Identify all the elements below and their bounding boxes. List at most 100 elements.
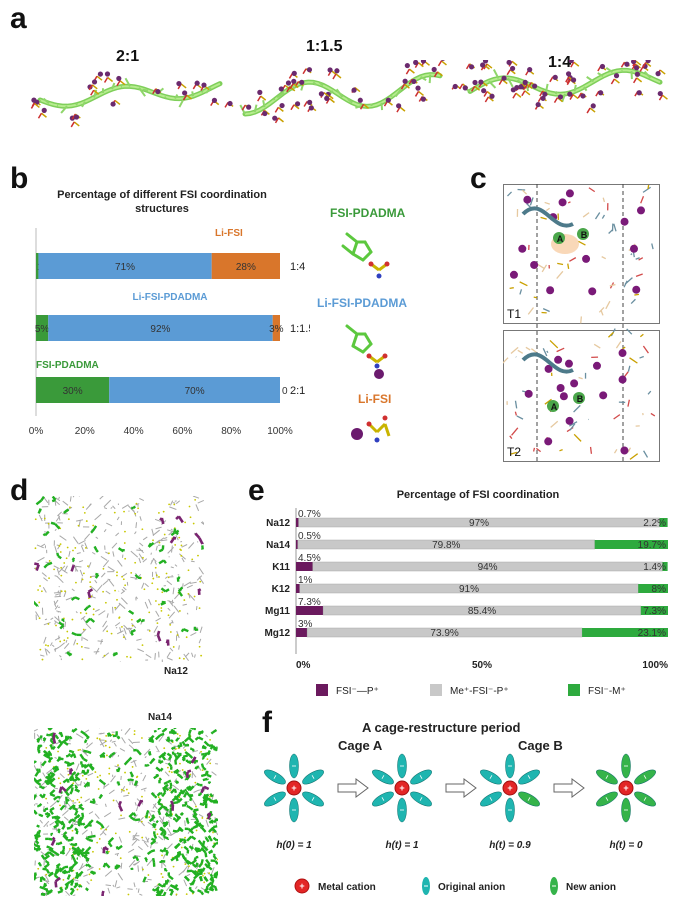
x-tick-20%: 20% (75, 426, 95, 437)
snapshot-t1 (503, 184, 660, 324)
bar-label-FSI⁻-M⁺-K11: 1.4% (643, 562, 666, 573)
bar-label-FSI⁻—P⁺-Mg11: 7.3% (298, 597, 321, 608)
legend-text-fsi-p: FSI⁻—P⁺ (336, 686, 379, 697)
h-label-1: h(t) = 1 (385, 840, 418, 851)
svg-text:+: + (291, 783, 296, 793)
bar-label-li-fsi-1:4: 28% (236, 262, 256, 273)
bar-label-Me⁺-FSI⁻-P⁺-Mg11: 85.4% (468, 606, 496, 617)
arrow-3 (553, 778, 585, 798)
bar-label-Me⁺-FSI⁻-P⁺-Na12: 97% (469, 518, 489, 529)
cage-restructure-diagram: + + + + h(0) = 1 h(t) = 1 h(t) = 0.9 h(t) = 0 … (264, 753, 656, 895)
legend-swatch-fsi-p (316, 684, 328, 696)
x-tick-0%: 0% (29, 426, 44, 437)
h-label-3: h(t) = 0 (609, 840, 642, 851)
bar-FSI⁻-M⁺-Mg12 (582, 628, 668, 637)
panel-f-title: A cage-restructure period (362, 720, 521, 735)
bar-FSI⁻—P⁺-Mg12 (296, 628, 308, 637)
bar-li-fsi-pdadma-2:1 (109, 377, 280, 403)
x-tick-80%: 80% (221, 426, 241, 437)
bar-label-FSI⁻—P⁺-K11: 4.5% (298, 553, 321, 564)
x-tick-40%: 40% (124, 426, 144, 437)
bar-label-Me⁺-FSI⁻-P⁺-K12: 91% (459, 584, 479, 595)
h-label-2: h(t) = 0.9 (489, 840, 531, 851)
panel-label-f: f (262, 706, 272, 739)
category-label-Mg11: Mg11 (265, 606, 290, 617)
chart-e-title: Percentage of FSI coordination (397, 489, 560, 501)
panel-label-b: b (10, 162, 29, 195)
legend-swatch-fsi-m (568, 684, 580, 696)
legend-text-me-fsi-p: Me⁺-FSI⁻-P⁺ (450, 686, 509, 697)
bar-fsi-pdadma-2:1 (36, 377, 110, 403)
series-label-li-fsi-pdadma: Li-FSI-PDADMA (133, 292, 208, 303)
fsi-pdadma-structure (341, 232, 390, 279)
panel-label-d: d (10, 474, 29, 507)
bar-label-FSI⁻—P⁺-Na12: 0.7% (298, 509, 321, 520)
panel-label-c: c (470, 162, 487, 195)
series-label-li-fsi: Li-FSI (215, 228, 243, 239)
bar-FSI⁻-M⁺-Mg11 (640, 606, 668, 615)
bar-label-li-fsi-pdadma-1:4: 71% (115, 262, 135, 273)
metal-cation-3 (618, 780, 634, 796)
bar-label-Me⁺-FSI⁻-P⁺-Mg12: 73.9% (430, 628, 458, 639)
legend-li-fsi: Li-FSI (358, 392, 392, 406)
polymer-chain-2-1 (30, 71, 234, 128)
legend-new-anion: New anion (566, 882, 616, 893)
bar-label-FSI⁻-M⁺-Na14: 19.7% (638, 540, 666, 551)
bar-FSI⁻-M⁺-Na12 (659, 518, 668, 527)
x-tick-0%: 0% (296, 660, 311, 671)
chart-e-legend: FSI⁻—P⁺ Me⁺-FSI⁻-P⁺ FSI⁻-M⁺ (316, 684, 626, 697)
bar-label-FSI⁻—P⁺-Mg12: 3% (298, 619, 313, 630)
bar-FSI⁻—P⁺-K12 (296, 584, 300, 593)
panel-label-e: e (248, 474, 265, 507)
snapshot-na14 (34, 728, 218, 896)
bar-FSI⁻-M⁺-Na14 (594, 540, 668, 549)
panel-f-legend: + Metal cation Original anion New anion (294, 877, 616, 895)
snapshot-t2 (503, 330, 660, 462)
polymer-snapshots (30, 60, 668, 128)
bar-label-li-fsi-2:1: 0 (282, 386, 288, 397)
chart-title-line1: Percentage of different FSI coordination (57, 189, 267, 201)
panel-label-a: a (10, 2, 27, 35)
bar-FSI⁻-M⁺-K12 (638, 584, 668, 593)
metal-cation-1 (394, 780, 410, 796)
bar-label-FSI⁻—P⁺-Na14: 0.5% (298, 531, 321, 542)
bar-FSI⁻-M⁺-K11 (662, 562, 668, 571)
chart-title-line2: structures (135, 203, 189, 215)
li-fsi-structure (351, 415, 391, 443)
svg-text:+: + (507, 783, 512, 793)
x-tick-100%: 100% (642, 660, 668, 671)
cage-c-label-b1: B (581, 230, 588, 240)
legend-fsi-pdadma: FSI-PDADMA (330, 206, 406, 220)
bar-fsi-pdadma-1:1.5 (36, 315, 49, 341)
ratio-label-2-1: 2:1 (116, 48, 140, 65)
legend-metal-cation-icon (294, 878, 310, 894)
svg-text:+: + (299, 881, 304, 891)
bar-label-li-fsi-pdadma-2:1: 70% (185, 386, 205, 397)
li-fsi-pdadma-structure (345, 324, 388, 379)
label-t1: T1 (507, 307, 521, 321)
label-cage-b: Cage B (518, 738, 563, 753)
fsi-coordination-chart: Percentage of FSI coordination 0.7% 97% 2.… (264, 489, 668, 697)
cage-c-label-a2: A (551, 402, 558, 412)
cage-c-label-b2: B (577, 394, 584, 404)
category-label-K11: K11 (272, 562, 290, 573)
x-tick-100%: 100% (267, 426, 293, 437)
bar-label-FSI⁻—P⁺-K12: 1% (298, 575, 313, 586)
bar-li-fsi-pdadma-1:1.5 (48, 315, 273, 341)
svg-text:+: + (623, 783, 628, 793)
cage-snapshots: A B A B T1 T2 (503, 184, 656, 462)
category-label-Mg12: Mg12 (264, 628, 290, 639)
coordination-structure-chart: Percentage of different FSI coordination… (29, 189, 310, 437)
ratio-label-1-4: 1:4 (548, 54, 572, 71)
legend-swatch-me-fsi-p (430, 684, 442, 696)
category-label-1:1.5: 1:1.5 (290, 323, 310, 335)
bar-li-fsi-pdadma-1:4 (38, 253, 212, 279)
legend-original-anion: Original anion (438, 882, 505, 893)
polymer-chain-1-4 (451, 60, 668, 114)
metal-cation-2 (502, 780, 518, 796)
bar-FSI⁻—P⁺-Na14 (296, 540, 298, 549)
bar-label-FSI⁻-M⁺-Na12: 2.2% (643, 518, 666, 529)
bar-label-FSI⁻-M⁺-Mg11: 7.3% (643, 606, 666, 617)
metal-cation-0 (286, 780, 302, 796)
legend-metal-cation: Metal cation (318, 882, 376, 893)
